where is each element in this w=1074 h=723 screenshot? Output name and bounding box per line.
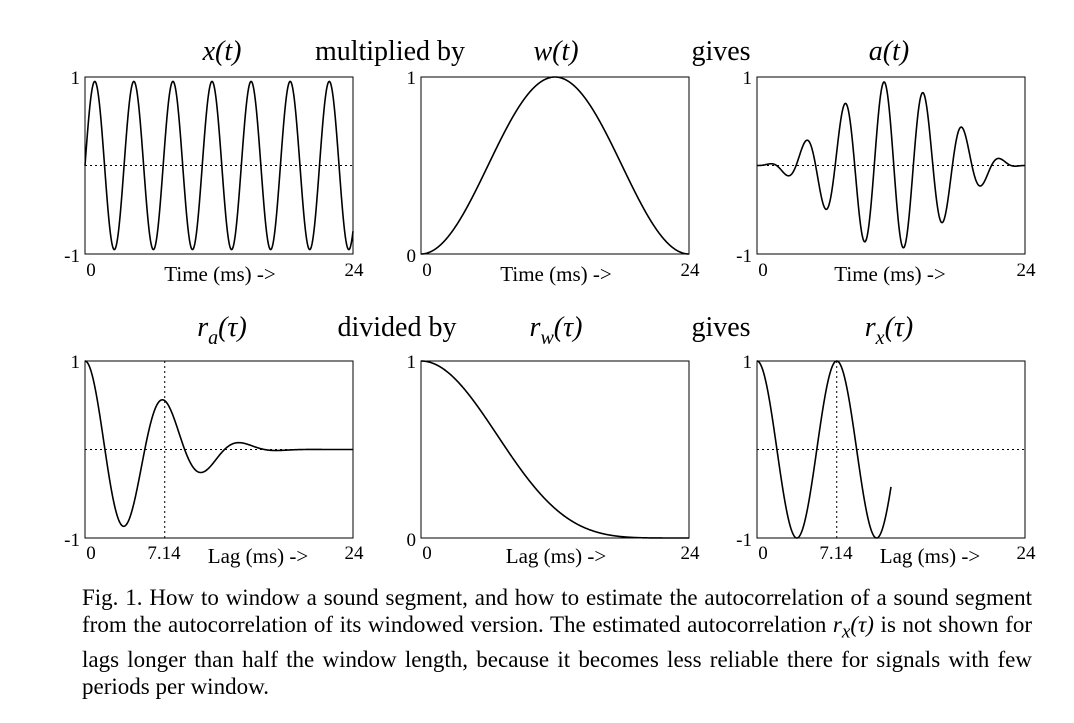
panel-w-t-frame [420, 76, 690, 255]
panel-rw-tau-ytick-top: 1 [407, 352, 417, 373]
title-w-t-arg: (t) [552, 36, 578, 67]
panel-a-t-ytick-bottom: -1 [736, 246, 752, 267]
panel-x-t-xtick-start: 0 [86, 260, 96, 281]
op-gives-2: gives [691, 312, 750, 343]
title-ra-tau-sub: a [208, 327, 218, 349]
caption-func: r [832, 612, 842, 637]
panel-rw-tau-xlabel: Lag (ms) -> [506, 544, 606, 568]
title-rx-tau-func: r [865, 312, 876, 343]
panel-x-t: 1 -1 0 24 Time (ms) -> [64, 68, 364, 286]
panel-w-t-ytick-top: 1 [407, 68, 417, 89]
title-a-t-arg: (t) [883, 36, 909, 67]
panel-rw-tau-curve [421, 360, 689, 539]
panel-a-t-curve [757, 81, 1025, 249]
panel-rx-tau-xtick-end: 24 [1017, 543, 1037, 564]
panel-rx-tau-xtick-marker: 7.14 [819, 543, 853, 564]
panel-rx-tau-curve [756, 360, 892, 539]
panel-a-t-xlabel: Time (ms) -> [834, 262, 945, 286]
figure-caption: Fig. 1. How to window a sound segment, a… [82, 584, 1032, 700]
panel-w-t-xtick-end: 24 [681, 260, 701, 281]
op-gives-1: gives [691, 36, 750, 67]
title-ra-tau-func: r [197, 312, 208, 343]
title-rw-tau: rw(τ) [530, 312, 583, 349]
title-rw-tau-func: r [530, 312, 541, 343]
panel-a-t-ytick-top: 1 [743, 68, 753, 89]
op-divided-by: divided by [338, 312, 457, 343]
panel-rw-tau: 1 0 0 24 Lag (ms) -> [407, 352, 701, 568]
panel-ra-tau-xtick-start: 0 [86, 543, 96, 564]
title-a-t-func: a [869, 36, 883, 67]
title-x-t: x(t) [202, 36, 242, 67]
panel-ra-tau-ytick-top: 1 [71, 352, 81, 373]
title-x-t-arg: (t) [215, 36, 241, 67]
title-rx-tau-arg: (τ) [885, 312, 914, 343]
panel-x-t-xlabel: Time (ms) -> [164, 262, 275, 286]
panel-rw-tau-ytick-bottom: 0 [407, 530, 417, 551]
figure: x(t) multiplied by w(t) gives a(t) ra(τ)… [64, 36, 1036, 568]
panel-ra-tau-ytick-bottom: -1 [64, 530, 80, 551]
panel-rx-tau-ytick-bottom: -1 [736, 530, 752, 551]
caption-sub: x [841, 621, 851, 643]
panel-rw-tau-xtick-end: 24 [681, 543, 701, 564]
title-ra-tau: ra(τ) [197, 312, 247, 349]
panel-w-t-xlabel: Time (ms) -> [500, 262, 611, 286]
panel-ra-tau-curve [84, 360, 353, 528]
panel-rw-tau-frame [420, 360, 690, 539]
op-multiplied-by: multiplied by [315, 36, 465, 67]
panel-rx-tau-xtick-start: 0 [758, 543, 768, 564]
title-a-t: a(t) [869, 36, 909, 67]
panel-ra-tau-xtick-marker: 7.14 [147, 543, 181, 564]
caption-arg: (τ) [850, 612, 874, 637]
panel-rx-tau-xlabel: Lag (ms) -> [880, 544, 980, 568]
panel-rx-tau-ytick-top: 1 [743, 352, 753, 373]
panel-a-t-xtick-start: 0 [758, 260, 768, 281]
panel-w-t-xtick-start: 0 [422, 260, 432, 281]
title-ra-tau-arg: (τ) [218, 312, 247, 343]
title-rw-tau-sub: w [540, 327, 554, 349]
panel-a-t-xtick-end: 24 [1017, 260, 1037, 281]
panel-x-t-ytick-bottom: -1 [64, 246, 80, 267]
panel-w-t-ytick-bottom: 0 [407, 246, 417, 267]
caption-text-part1: Fig. 1. How to window a sound segment, a… [82, 585, 1032, 637]
title-w-t: w(t) [533, 36, 578, 67]
title-rw-tau-arg: (τ) [554, 312, 583, 343]
panel-w-t: 1 0 0 24 Time (ms) -> [407, 68, 701, 286]
panel-x-t-curve [84, 80, 354, 251]
panel-x-t-ytick-top: 1 [71, 68, 81, 89]
panel-ra-tau-xtick-end: 24 [345, 543, 365, 564]
title-rx-tau: rx(τ) [865, 312, 913, 349]
panel-x-t-xtick-end: 24 [345, 260, 365, 281]
panel-rx-tau: 1 -1 0 7.14 24 Lag (ms) -> [736, 352, 1036, 568]
panel-w-t-curve [421, 76, 689, 255]
title-rx-tau-sub: x [875, 327, 885, 349]
panel-a-t: 1 -1 0 24 Time (ms) -> [736, 68, 1036, 286]
panel-ra-tau-xlabel: Lag (ms) -> [208, 544, 308, 568]
panel-ra-tau: 1 -1 0 7.14 24 Lag (ms) -> [64, 352, 364, 568]
title-x-t-func: x [202, 36, 216, 67]
panel-rw-tau-xtick-start: 0 [422, 543, 432, 564]
title-w-t-func: w [533, 36, 552, 67]
caption-text-part2: is not shown for lags longer than half t… [82, 612, 1032, 699]
